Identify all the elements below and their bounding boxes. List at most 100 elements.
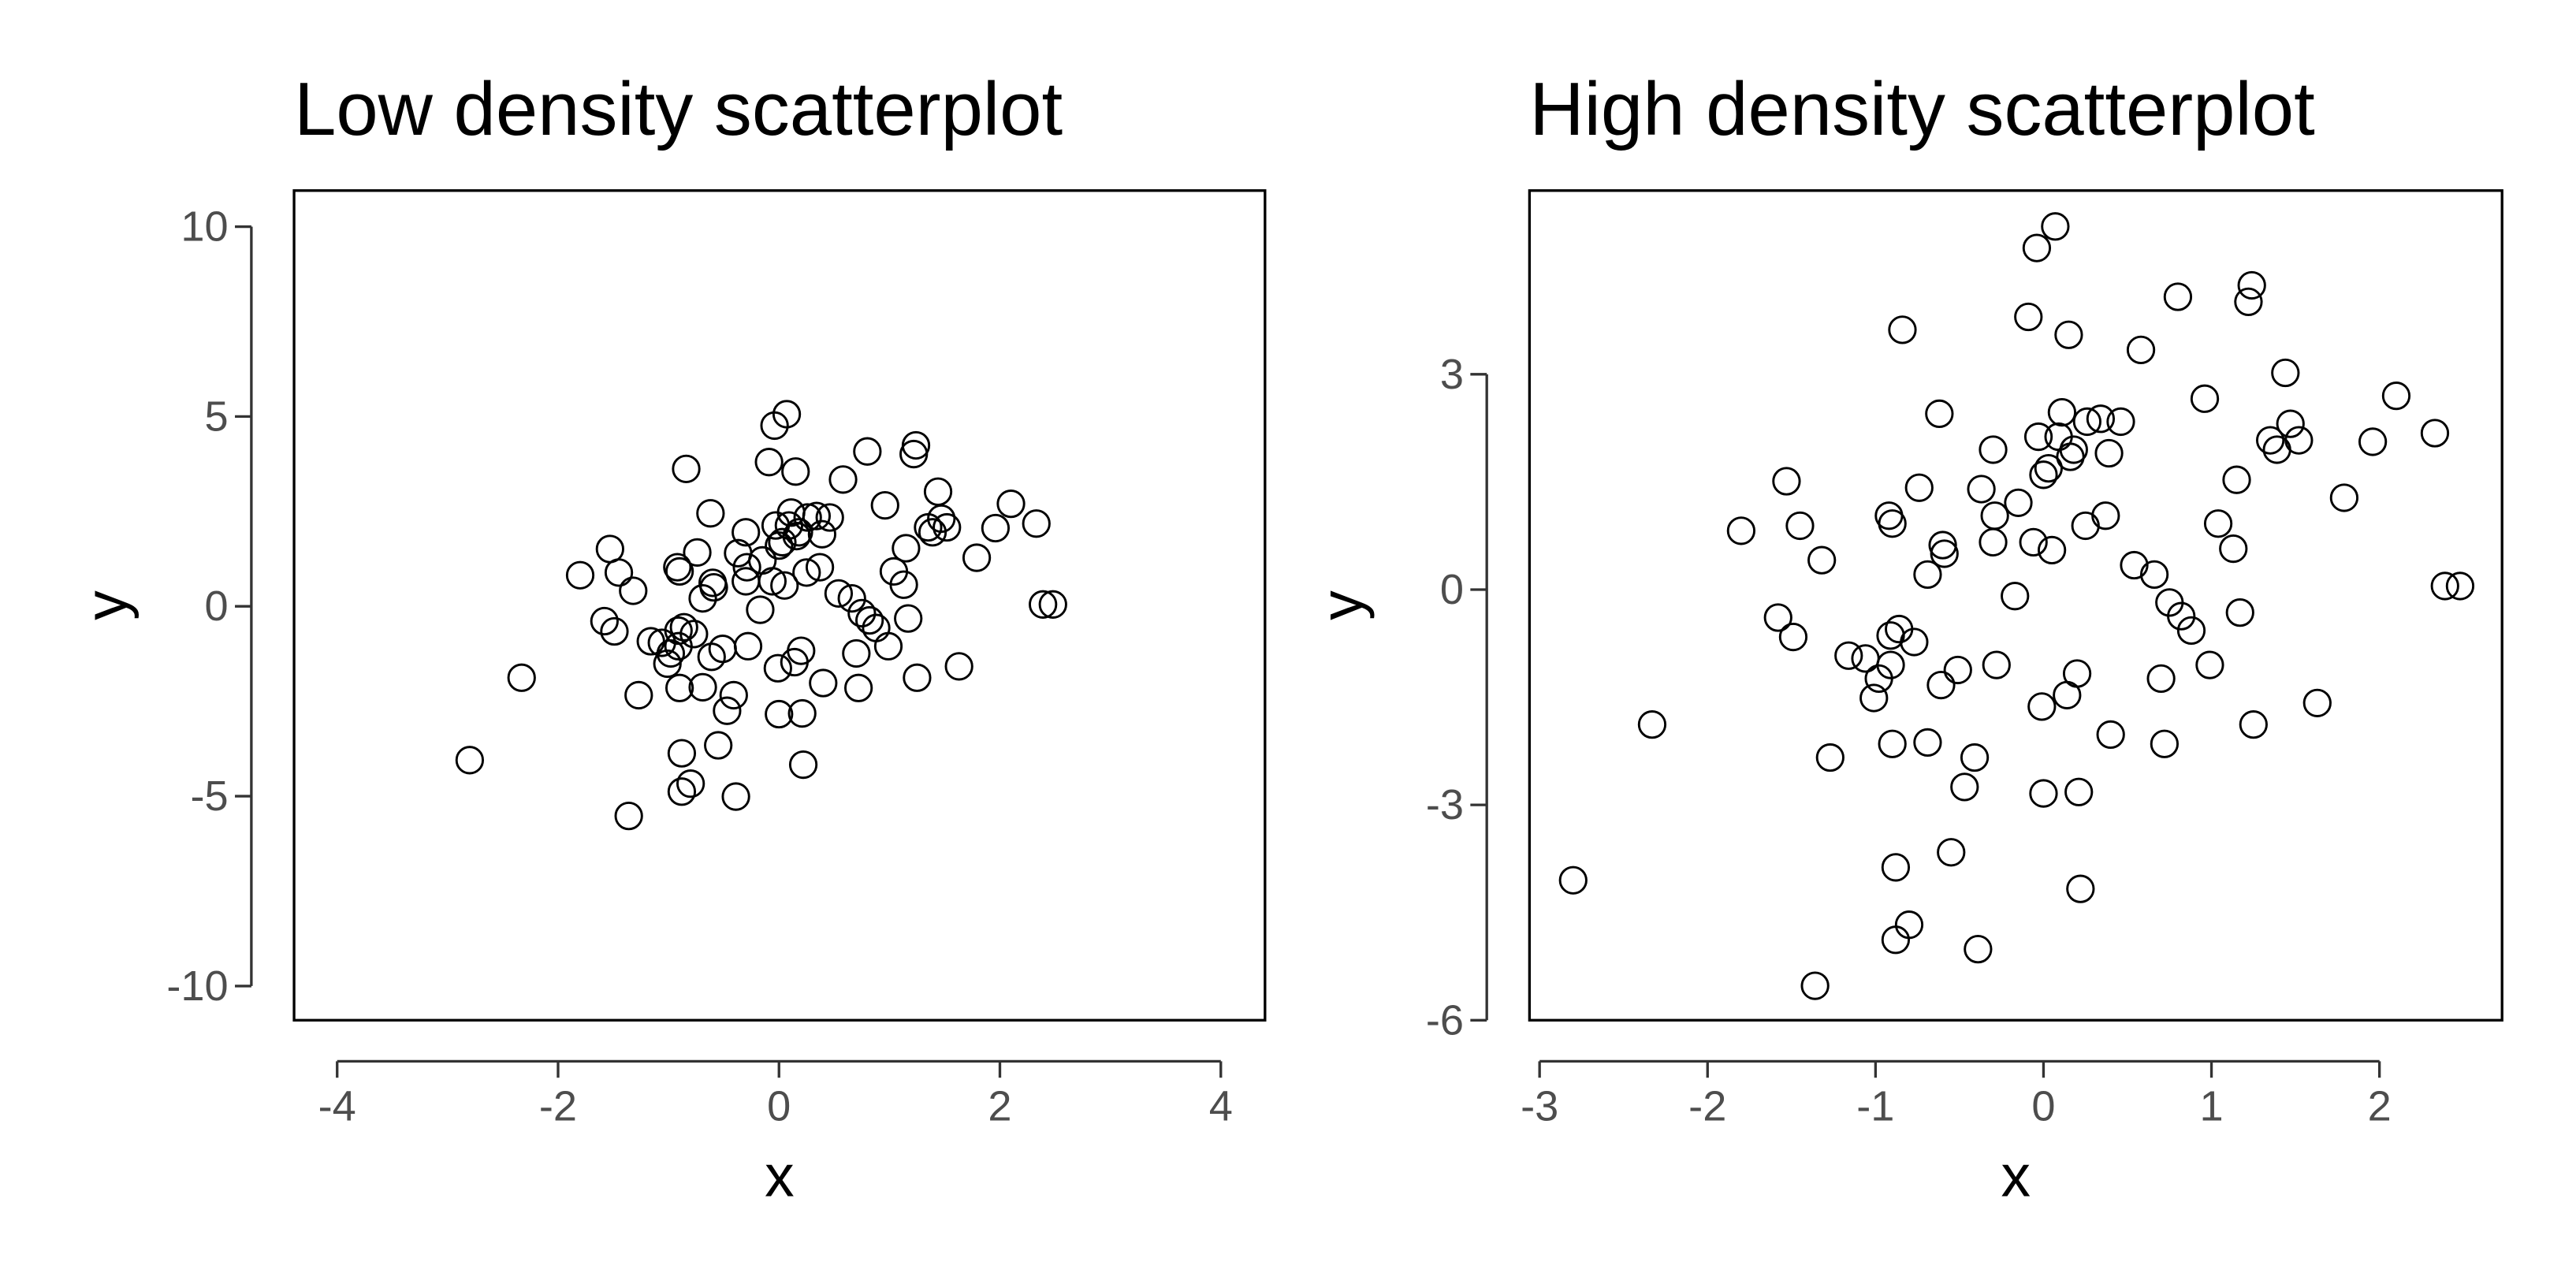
scatter-point	[688, 583, 717, 613]
scatter-point	[932, 512, 962, 542]
y-axis-label: y	[73, 590, 139, 620]
scatter-point	[595, 534, 624, 564]
scatter-point	[719, 680, 748, 710]
scatter-point	[1964, 935, 1993, 964]
y-tick-label: 0	[1440, 566, 1464, 613]
scatter-point	[679, 620, 709, 649]
scatter-point	[2062, 659, 2092, 688]
scatter-point	[1763, 603, 1792, 632]
scatter-point	[1894, 910, 1924, 940]
scatter-point	[1800, 971, 1830, 1000]
scatter-point	[802, 501, 832, 530]
scatter-point	[1881, 853, 1911, 882]
scatter-point	[2225, 597, 2254, 627]
scatter-point	[927, 504, 956, 534]
scatter-point	[770, 571, 799, 600]
scatter-point	[733, 631, 763, 661]
panel-border	[1528, 189, 2503, 1022]
scatter-point	[672, 454, 701, 483]
scatter-point	[892, 534, 921, 563]
y-axis-label: y	[1308, 590, 1375, 620]
scatter-point	[2276, 409, 2305, 438]
scatter-point	[787, 698, 817, 728]
scatter-point	[2445, 571, 2475, 601]
scatter-point	[873, 631, 903, 661]
scatter-point	[1726, 516, 1756, 545]
scatter-point	[1900, 627, 1929, 657]
scatter-point	[2047, 397, 2077, 427]
scatter-point	[2302, 688, 2332, 717]
scatter-point	[1967, 475, 1996, 504]
scatter-point	[903, 663, 932, 692]
x-tick-label: 1	[2199, 1082, 2223, 1130]
scatter-point	[2150, 729, 2180, 758]
scatter-point	[1943, 655, 1972, 685]
scatter-point	[676, 769, 705, 798]
scatter-point	[765, 699, 794, 729]
scatter-point	[1913, 560, 1942, 590]
scatter-point	[842, 638, 871, 668]
scatter-point	[901, 430, 931, 460]
scatter-point	[2381, 382, 2411, 411]
scatter-point	[2001, 582, 2030, 611]
scatter-point	[1778, 622, 1808, 652]
scatter-point	[763, 653, 792, 683]
scatter-point	[2014, 302, 2043, 332]
scatter-point	[2054, 320, 2083, 349]
scatter-point	[2271, 358, 2300, 388]
chart-title: High density scatterplot	[1529, 67, 2314, 151]
scatter-point	[2071, 511, 2100, 541]
scatter-point	[962, 543, 992, 572]
scatter-point	[918, 518, 947, 547]
scatter-point	[604, 558, 634, 587]
scatter-point	[2059, 435, 2088, 464]
y-tick-label: 3	[1440, 351, 1464, 398]
scatter-point	[1558, 865, 1588, 895]
scatter-point	[855, 605, 884, 635]
scatter-point	[815, 503, 844, 532]
scatter-point	[2066, 874, 2095, 903]
scatter-point	[2167, 601, 2196, 631]
scatter-point	[565, 560, 595, 590]
scatter-point	[1772, 467, 1801, 496]
scatter-point	[2120, 550, 2149, 580]
scatter-point	[721, 782, 750, 811]
scatter-point	[2106, 407, 2135, 437]
scatter-point	[2239, 710, 2268, 739]
scatter-point	[664, 616, 693, 646]
scatter-point	[2237, 270, 2266, 300]
scatter-point	[853, 437, 882, 466]
y-tick-label: 5	[205, 393, 229, 440]
scatter-point	[590, 606, 619, 636]
scatter-point	[2163, 282, 2193, 311]
x-tick-label: -1	[1856, 1082, 1894, 1130]
scatter-point	[2096, 720, 2125, 750]
scatter-point	[1815, 743, 1845, 772]
scatter-point	[772, 400, 802, 429]
scatter-point	[828, 465, 858, 494]
scatter-point	[784, 518, 813, 547]
scatter-point	[683, 538, 712, 567]
scatter-point	[688, 672, 717, 702]
x-tick-label: 4	[1209, 1082, 1233, 1130]
scatter-point	[2190, 384, 2220, 413]
scatter-point	[600, 616, 629, 646]
scatter-point	[696, 499, 725, 528]
x-tick-label: -4	[318, 1082, 356, 1130]
scatter-point	[713, 696, 742, 725]
x-tick-label: 0	[2031, 1082, 2055, 1130]
scatter-point	[862, 613, 891, 642]
scatter-point	[787, 636, 816, 665]
scatter-point	[614, 801, 643, 831]
scatter-point	[2139, 560, 2169, 590]
scatter-point	[2029, 460, 2058, 490]
scatter-point	[2284, 426, 2314, 455]
scatter-point	[2420, 419, 2450, 448]
scatter-point	[1038, 590, 1067, 619]
scatter-point	[731, 518, 761, 547]
scatter-point	[2203, 509, 2233, 538]
panel-border	[292, 189, 1267, 1022]
scatter-point	[996, 490, 1026, 519]
